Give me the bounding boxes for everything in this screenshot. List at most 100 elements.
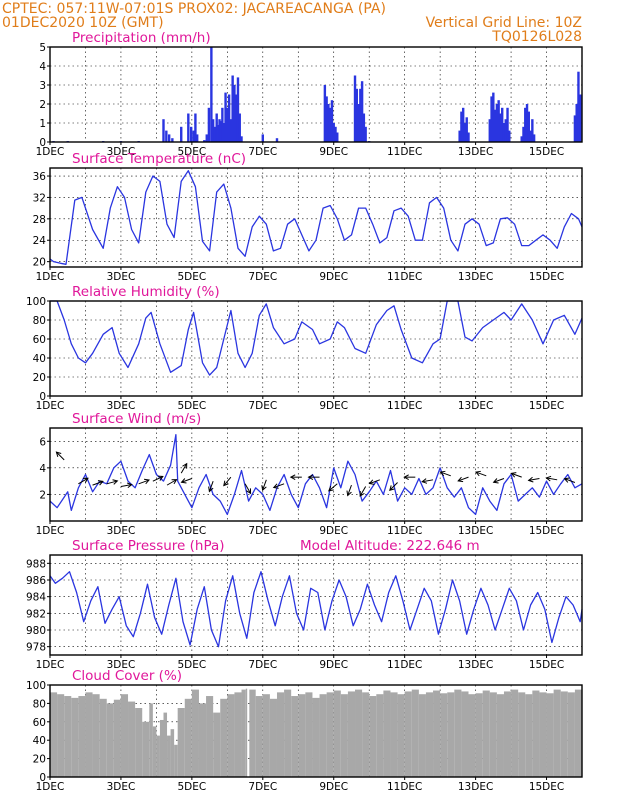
cloud_cover-ytick-label: 20 — [33, 754, 46, 766]
cloud_cover-area-segment — [369, 696, 377, 777]
cloud_cover-ytick-label: 60 — [33, 717, 46, 729]
precipitation-bar — [189, 126, 193, 142]
precipitation-ytick-label: 1 — [39, 118, 46, 130]
wind-vector-arrow — [457, 476, 469, 483]
wind-vector-head — [55, 451, 62, 458]
humidity-xtick-label: 5DEC — [177, 400, 206, 412]
pressure-annotation: Model Altitude: 222.646 m — [300, 538, 480, 554]
wind-vector-arrow — [289, 474, 302, 480]
cloud_cover-area-segment — [191, 689, 199, 777]
cloud_cover-area-segment — [333, 690, 341, 777]
wind-vector-shaft — [262, 479, 267, 491]
precipitation-bar — [488, 119, 491, 142]
wind-ytick-label: 2 — [39, 489, 46, 501]
wind-vector-shaft — [422, 479, 434, 483]
wind-vector-shaft — [273, 483, 285, 489]
precipitation-bar — [221, 107, 224, 142]
wind-xtick-label: 7DEC — [248, 525, 277, 537]
precipitation-bar — [261, 134, 264, 142]
precipitation-xtick-label: 5DEC — [177, 146, 206, 158]
precipitation-bar — [501, 107, 504, 142]
wind-vector-arrow — [78, 477, 89, 485]
run-date: 01DEC2020 10Z (GMT) — [2, 15, 164, 31]
precipitation-bar — [461, 107, 465, 142]
precipitation-bar — [522, 126, 525, 142]
wind-vector-arrow — [138, 478, 150, 485]
cloud_cover-area-segment — [440, 693, 448, 777]
wind-vector-arrow — [92, 480, 104, 486]
precipitation-bar — [532, 134, 536, 142]
precipitation-bar — [504, 119, 507, 142]
precipitation-bar — [194, 113, 197, 142]
precipitation-xtick-label: 13DEC — [458, 146, 493, 158]
humidity-ytick-label: 60 — [33, 334, 46, 346]
cloud_cover-xtick-label: 13DEC — [458, 781, 493, 793]
vertical-grid-note: Vertical Grid Line: 10Z — [426, 15, 582, 31]
cloud_cover-area-segment — [167, 735, 171, 777]
wind-vector-shaft — [475, 471, 487, 477]
pressure-ytick-label: 986 — [26, 575, 46, 587]
wind-vector-head — [272, 483, 279, 489]
cloud_cover-area-segment — [120, 694, 129, 777]
pressure-xtick-label: 3DEC — [107, 659, 136, 671]
wind-panel: 2 4 6 1DEC 3DEC 5DEC 7DEC 9DEC 11DEC 13DEC 15DEC Su… — [36, 411, 583, 537]
precipitation-bar — [458, 130, 461, 142]
cloud_cover-xtick-label: 1DEC — [36, 781, 65, 793]
cloud_cover-area-segment — [518, 692, 526, 777]
wind-vector-head — [368, 479, 375, 485]
header: CPTEC: 057:11W-07:01S PROX02: JACAREACAN… — [2, 1, 582, 45]
cloud_cover-area-segment — [454, 689, 462, 777]
precipitation-bar — [499, 113, 502, 142]
precipitation-bar — [353, 75, 357, 142]
precipitation-bar — [325, 96, 328, 142]
wind-vector-shaft — [457, 476, 469, 482]
cloud_cover-area-segment — [198, 703, 207, 777]
cloud_cover-ytick-label: 80 — [33, 698, 46, 710]
wind-vector-arrow — [389, 482, 398, 491]
cloud_cover-xtick-label: 9DEC — [319, 781, 348, 793]
pressure-xtick-label: 9DEC — [319, 659, 348, 671]
cloud_cover-area-segment — [355, 689, 363, 777]
precipitation-xtick-label: 1DEC — [36, 146, 65, 158]
precipitation-xtick-label: 9DEC — [319, 146, 348, 158]
station-header: CPTEC: 057:11W-07:01S PROX02: JACAREACAN… — [2, 1, 386, 17]
precipitation-bar — [575, 104, 578, 142]
cloud_cover-xtick-label: 5DEC — [177, 781, 206, 793]
cloud_cover-area-segment — [447, 692, 455, 777]
wind-vector-arrow — [208, 480, 214, 493]
wind-vector-head — [403, 474, 409, 480]
wind-vector-head — [545, 475, 552, 482]
cloud_cover-panel: 0 20 40 60 80 100 1DEC 3DEC 5DEC 7DEC 9DEC 11DEC 13D… — [26, 668, 583, 793]
pressure-title: Surface Pressure (hPa) — [72, 538, 225, 554]
wind-vector-head — [97, 480, 104, 486]
wind-vector-shaft — [528, 477, 540, 481]
pressure-xtick-label: 11DEC — [387, 659, 422, 671]
precipitation-bar — [524, 107, 527, 142]
cloud_cover-area-segment — [461, 691, 469, 777]
cloud_cover-area-segment — [156, 735, 160, 777]
wind-vector-shaft — [244, 483, 251, 494]
cloud_cover-area-segment — [78, 696, 86, 777]
cloud_cover-area-segment — [411, 689, 419, 777]
precipitation-bar — [180, 126, 183, 142]
precipitation-bar — [527, 111, 530, 142]
wind-vector-head — [112, 479, 119, 485]
wind-vector-arrow — [510, 472, 522, 478]
precipitation-bar — [364, 126, 367, 142]
wind-vector-head — [346, 490, 352, 497]
precipitation-bar — [229, 119, 233, 142]
precipitation-bar — [222, 123, 225, 142]
cloud_cover-area-segment — [206, 696, 214, 777]
wind-vector-head — [474, 470, 481, 477]
wind-vector-arrow — [120, 482, 133, 489]
wind-vector-arrow — [439, 470, 451, 477]
pressure-series-line — [49, 571, 583, 648]
pressure-panel: 978 980 982 984 986 988 1DEC 3DEC 5DEC 7DEC 9DEC 11… — [26, 538, 583, 671]
precipitation-bar — [224, 92, 227, 142]
precipitation-bar — [465, 117, 468, 142]
cloud_cover-area-segment — [468, 694, 476, 777]
pressure-xtick-label: 13DEC — [458, 659, 493, 671]
cloud_cover-area-segment — [149, 703, 153, 777]
precipitation-bar — [210, 47, 213, 142]
temperature-ytick-label: 36 — [33, 171, 47, 183]
